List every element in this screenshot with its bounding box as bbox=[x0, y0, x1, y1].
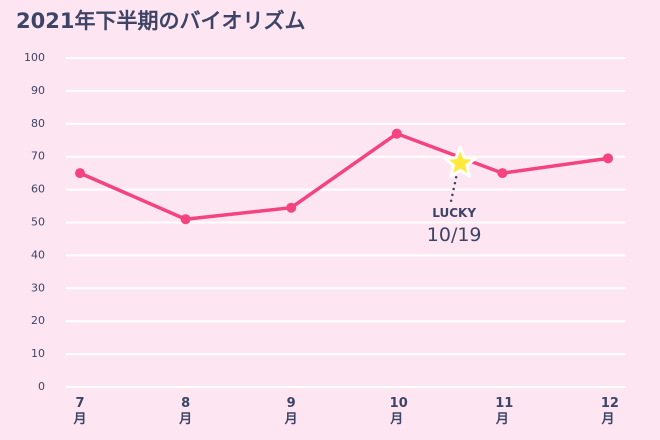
y-tick-label: 100 bbox=[24, 51, 45, 64]
chart-title: 2021年下半期のバイオリズム bbox=[16, 9, 305, 33]
point bbox=[603, 153, 613, 164]
y-tick-label: 30 bbox=[31, 281, 45, 294]
x-tick-text: 12月 bbox=[600, 396, 619, 427]
y-tick-label: 80 bbox=[31, 117, 45, 130]
y-tick-label: 70 bbox=[31, 150, 45, 163]
x-tick-label: 12月 bbox=[600, 396, 619, 428]
y-tick-label: 50 bbox=[31, 216, 45, 229]
x-tick-text: 7月 bbox=[73, 396, 87, 427]
point bbox=[391, 128, 402, 139]
y-tick-label: 20 bbox=[31, 314, 45, 327]
x-tick-label: 10月 bbox=[389, 396, 408, 428]
y-tick-label: 90 bbox=[31, 84, 45, 97]
point bbox=[180, 214, 191, 225]
series-line bbox=[79, 131, 609, 221]
point bbox=[497, 168, 508, 179]
annotation-label: LUCKY bbox=[432, 206, 476, 220]
x-tick-label: 8月 bbox=[178, 396, 192, 428]
y-tick-label: 10 bbox=[31, 347, 45, 360]
y-tick-label: 0 bbox=[38, 380, 45, 393]
point bbox=[286, 202, 297, 213]
x-tick-text: 10月 bbox=[389, 396, 408, 427]
x-tick-label: 9月 bbox=[284, 396, 298, 428]
lucky-star bbox=[443, 145, 477, 178]
annotation-date: 10/19 bbox=[427, 224, 482, 246]
x-tick-label: 7月 bbox=[73, 396, 87, 428]
y-tick-label: 60 bbox=[31, 183, 45, 196]
x-tick-label: 11月 bbox=[495, 396, 514, 428]
x-tick-text: 9月 bbox=[284, 396, 298, 427]
y-tick-label: 40 bbox=[31, 248, 45, 261]
x-tick-text: 8月 bbox=[179, 396, 193, 427]
x-tick-text: 11月 bbox=[495, 396, 514, 427]
leader bbox=[448, 176, 458, 207]
point bbox=[75, 168, 85, 179]
